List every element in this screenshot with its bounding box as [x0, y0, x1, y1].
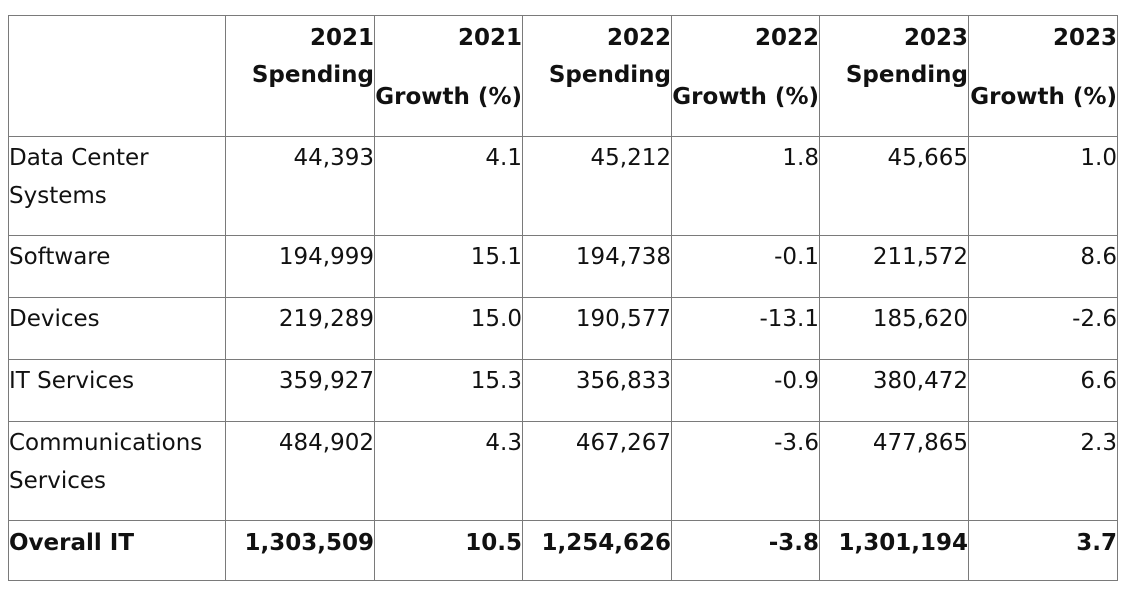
header-year: 2023: [1052, 25, 1117, 51]
cell-2021-growth: 15.3: [374, 359, 523, 422]
cell-2023-spending: 45,665: [819, 136, 969, 236]
header-year: 2023: [903, 25, 968, 51]
row-label-cell: Communications Services: [8, 421, 226, 521]
cell-2021-spending: 44,393: [225, 136, 375, 236]
cell-2022-growth: 1.8: [671, 136, 820, 236]
cell-2021-growth: 4.1: [374, 136, 523, 236]
cell-2023-growth: 1.0: [968, 136, 1118, 236]
cell-2022-growth: -0.9: [671, 359, 820, 422]
cell-2021-growth: 10.5: [374, 520, 523, 581]
table-row-total: Overall IT 1,303,509 10.5 1,254,626 -3.8 1,30…: [8, 520, 1118, 581]
row-label-continued: Services: [9, 468, 106, 494]
header-2022-spending: 2022 Spending: [522, 15, 672, 137]
cell-2021-growth: 15.1: [374, 235, 523, 298]
cell-2022-spending: 190,577: [522, 297, 672, 360]
cell-2022-growth: -0.1: [671, 235, 820, 298]
header-metric: Growth (%): [672, 84, 819, 110]
header-year: 2022: [606, 25, 671, 51]
cell-2021-spending: 484,902: [225, 421, 375, 521]
cell-2022-spending: 356,833: [522, 359, 672, 422]
row-label-cell: Software: [8, 235, 226, 298]
header-row: 2021 Spending 2021 Growth (%) 2022 Spend…: [8, 15, 1118, 137]
header-2022-growth: 2022 Growth (%): [671, 15, 820, 137]
row-label: Overall IT: [9, 530, 135, 556]
cell-2021-growth: 15.0: [374, 297, 523, 360]
header-2023-spending: 2023 Spending: [819, 15, 969, 137]
table-row: Devices 219,289 15.0 190,577 -13.1 185,620 -2.…: [8, 297, 1118, 360]
header-metric: Spending: [845, 62, 968, 88]
row-label: Devices: [9, 306, 100, 332]
cell-2023-growth: 2.3: [968, 421, 1118, 521]
header-metric: Growth (%): [970, 84, 1117, 110]
row-label-continued: Systems: [9, 183, 107, 209]
header-2021-growth: 2021 Growth (%): [374, 15, 523, 137]
cell-2021-spending: 359,927: [225, 359, 375, 422]
header-blank: [8, 15, 226, 137]
row-label-cell: IT Services: [8, 359, 226, 422]
cell-2023-spending: 1,301,194: [819, 520, 969, 581]
table-row: Communications Services 484,902 4.3 467,267-…: [8, 421, 1118, 521]
header-year: 2022: [754, 25, 819, 51]
row-label: Data Center: [9, 145, 149, 171]
cell-2023-growth: 8.6: [968, 235, 1118, 298]
cell-2022-growth: -3.8: [671, 520, 820, 581]
row-label-cell: Devices: [8, 297, 226, 360]
cell-2022-spending: 1,254,626: [522, 520, 672, 581]
cell-2023-spending: 185,620: [819, 297, 969, 360]
cell-2023-growth: 3.7: [968, 520, 1118, 581]
header-metric: Spending: [251, 62, 374, 88]
row-label: Software: [9, 244, 111, 270]
cell-2023-growth: 6.6: [968, 359, 1118, 422]
cell-2021-spending: 194,999: [225, 235, 375, 298]
cell-2022-spending: 467,267: [522, 421, 672, 521]
header-2021-spending: 2021 Spending: [225, 15, 375, 137]
row-label: IT Services: [9, 368, 135, 394]
table-row: Data Center Systems 44,393 4.1 45,212 1.8 45,6…: [8, 136, 1118, 236]
row-label-cell: Data Center Systems: [8, 136, 226, 236]
cell-2023-growth: -2.6: [968, 297, 1118, 360]
cell-2022-spending: 194,738: [522, 235, 672, 298]
cell-2021-spending: 1,303,509: [225, 520, 375, 581]
table-row: Software 194,999 15.1 194,738 -0.1 211,572 8.6: [8, 235, 1118, 298]
cell-2021-growth: 4.3: [374, 421, 523, 521]
table-body: Data Center Systems 44,393 4.1 45,212 1.8 45,6…: [8, 136, 1118, 581]
cell-2023-spending: 380,472: [819, 359, 969, 422]
header-year: 2021: [309, 25, 374, 51]
cell-2021-spending: 219,289: [225, 297, 375, 360]
header-metric: Growth (%): [375, 84, 522, 110]
cell-2023-spending: 477,865: [819, 421, 969, 521]
row-label-cell: Overall IT: [8, 520, 226, 581]
cell-2022-growth: -3.6: [671, 421, 820, 521]
header-year: 2021: [457, 25, 522, 51]
header-2023-growth: 2023 Growth (%): [968, 15, 1118, 137]
cell-2023-spending: 211,572: [819, 235, 969, 298]
cell-2022-growth: -13.1: [671, 297, 820, 360]
cell-2022-spending: 45,212: [522, 136, 672, 236]
header-metric: Spending: [548, 62, 671, 88]
it-spending-table: 2021 Spending 2021 Growth (%) 2022 Spend…: [8, 15, 1118, 581]
row-label: Communications: [9, 430, 203, 456]
table-row: IT Services 359,927 15.3 356,833 -0.9 380,472…: [8, 359, 1118, 422]
